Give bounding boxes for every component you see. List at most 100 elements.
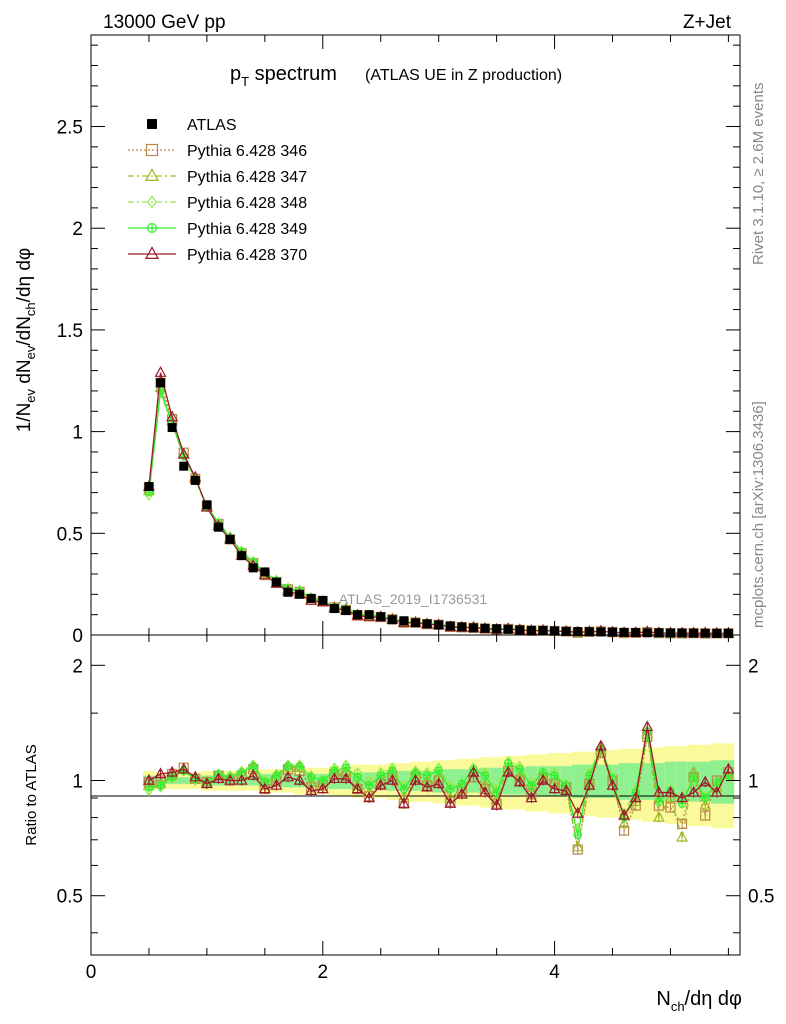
band-inner <box>618 763 630 800</box>
data-point <box>434 620 444 630</box>
ratio-point-5 <box>282 770 294 782</box>
ratio-point-5 <box>293 773 306 785</box>
data-point <box>677 628 687 638</box>
band-inner <box>641 763 654 800</box>
header: 13000 GeV pp Z+Jet <box>103 12 732 33</box>
band-inner <box>664 761 677 802</box>
ratio-point-5 <box>502 765 515 777</box>
ratio-point-5 <box>351 782 364 794</box>
data-point <box>411 618 420 628</box>
data-point <box>318 595 328 605</box>
data-point <box>700 628 710 638</box>
ratio-point-5 <box>710 785 723 797</box>
band-inner <box>595 764 607 799</box>
ratio-point-5 <box>560 784 573 795</box>
title-rest: spectrum <box>249 63 337 85</box>
data-point <box>144 482 154 492</box>
ratio-point-5 <box>537 773 549 785</box>
ratio-frame <box>90 634 741 956</box>
ratio-point-2 <box>571 840 584 852</box>
data-point <box>399 616 409 626</box>
y-tick-label: 2.5 <box>57 118 83 139</box>
ratio-point-5 <box>328 772 341 784</box>
ratio-point-2 <box>676 830 689 842</box>
ratio-point-5 <box>444 797 457 808</box>
data-point <box>260 567 270 577</box>
data-point <box>329 604 339 614</box>
ratio-point-5 <box>177 762 190 774</box>
data-point <box>364 610 374 620</box>
band-inner <box>177 777 190 784</box>
title-note: (ATLAS UE in Z production) <box>365 67 562 84</box>
ratio-point-5 <box>699 775 712 787</box>
energy-label: 13000 GeV pp <box>103 12 226 33</box>
data-point <box>387 615 397 625</box>
process-label: Z+Jet <box>683 12 732 33</box>
title-sub: T <box>241 74 249 89</box>
series-point-3 <box>144 489 154 501</box>
ratio-point-5 <box>583 778 596 790</box>
ratio-tick-label-right: 0.5 <box>748 887 774 908</box>
y-tick-label: 1.5 <box>57 321 83 342</box>
band-inner <box>490 767 503 795</box>
band-inner <box>676 761 688 802</box>
data-point <box>596 627 606 637</box>
chart-title: pT spectrum (ATLAS UE in Z production) <box>230 63 562 89</box>
data-point <box>503 624 513 634</box>
ratio-point-5 <box>154 767 167 779</box>
ratio-point-5 <box>397 797 410 808</box>
y-tick-label: 0.5 <box>57 524 83 545</box>
title-main: p <box>230 63 241 85</box>
watermark: ATLAS_2019_I1736531 <box>339 591 488 607</box>
ratio-tick-label: 2 <box>72 656 83 677</box>
data-point <box>248 563 258 573</box>
ratio-point-5 <box>629 791 642 803</box>
ratio-point-5 <box>513 775 526 787</box>
data-point <box>712 628 722 638</box>
svg-text:1/Nev dNev/dNch/dη dφ: 1/Nev dNev/dNch/dη dφ <box>14 248 38 433</box>
ratio-point-5 <box>548 782 561 794</box>
data-point <box>515 625 525 635</box>
ratio-point-5 <box>652 785 665 797</box>
ratio-point-5 <box>409 773 422 785</box>
data-point <box>167 423 177 433</box>
data-point <box>584 627 594 637</box>
ratio-point-5 <box>212 772 225 784</box>
data-point <box>225 534 235 544</box>
data-point <box>480 623 490 633</box>
data-point <box>353 610 363 620</box>
data-point <box>654 628 664 638</box>
ratio-point-5 <box>676 791 689 803</box>
ratio-point-3 <box>144 785 154 797</box>
ratio-point-5 <box>722 762 735 774</box>
ratio-tick-label: 1 <box>72 772 83 793</box>
data-point <box>341 606 351 616</box>
legend-label: Pythia 6.428 347 <box>187 169 307 186</box>
legend-marker <box>147 195 157 209</box>
legend-marker <box>144 168 160 181</box>
ratio-point-5 <box>687 785 700 797</box>
legend-label: Pythia 6.428 346 <box>187 143 307 160</box>
data-point <box>457 622 467 632</box>
ratio-point-5 <box>479 785 492 797</box>
svg-text:pT spectrum: pT spectrum <box>230 63 337 89</box>
ratio-tick-label-right: 1 <box>748 772 759 793</box>
data-point <box>561 626 571 636</box>
ratio-point-5 <box>455 787 468 799</box>
ratio-point-1 <box>700 810 711 821</box>
data-point <box>271 577 281 587</box>
ratio-point-5 <box>386 773 399 785</box>
band-inner <box>653 763 665 800</box>
ratio-point-2 <box>618 817 631 829</box>
ratio-point-5 <box>247 768 260 780</box>
ratio-point-5 <box>641 720 654 732</box>
ratio-point-5 <box>432 777 445 789</box>
ratio-point-5 <box>374 778 387 790</box>
ratio-point-1 <box>665 802 676 813</box>
ratio-point-5 <box>142 773 155 785</box>
legend-label: ATLAS <box>187 117 237 134</box>
series-point-5 <box>177 447 190 459</box>
legend-label: Pythia 6.428 348 <box>187 195 307 212</box>
data-point <box>283 587 293 597</box>
